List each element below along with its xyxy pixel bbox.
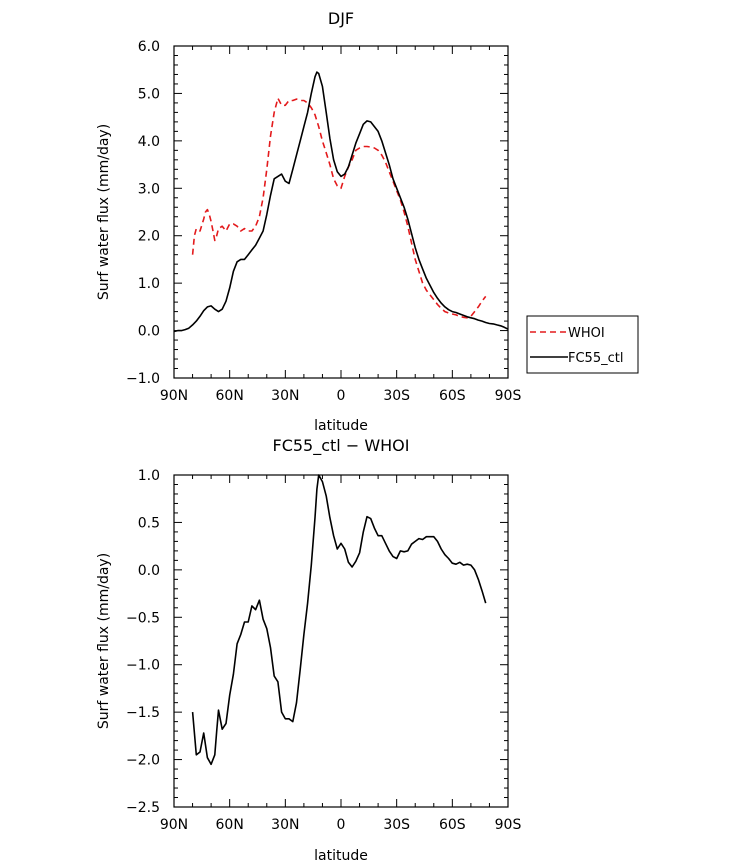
series-layer — [191, 474, 487, 766]
x-axis-label: latitude — [314, 418, 368, 434]
y-tick-label: −2.0 — [126, 753, 160, 769]
y-tick-label: 0.0 — [138, 563, 160, 579]
series-line-whoi — [191, 97, 487, 319]
legend-label-fc55: FC55_ctl — [568, 351, 623, 366]
y-tick-label: 1.0 — [138, 468, 160, 484]
x-tick-label: 90S — [495, 817, 522, 833]
y-tick-label: −1.0 — [126, 371, 160, 387]
series-layer — [173, 71, 509, 333]
legend-box — [526, 315, 639, 374]
legend-label-whoi: WHOI — [568, 326, 605, 341]
x-tick-label: 90N — [160, 388, 188, 404]
y-axis-label: Surf water flux (mm/day) — [96, 124, 112, 300]
x-tick-label: 60N — [216, 817, 244, 833]
y-tick-label: 5.0 — [138, 86, 160, 102]
series-line-fc55-ctl-whoi — [191, 474, 487, 766]
chart-djf: DJF 90N 60N 30N 0 30S 60S 90S −1.0 0.0 1.0 2.0 3.0 4… — [96, 9, 639, 434]
y-tick-label: −2.5 — [126, 800, 160, 816]
x-tick-label: 30N — [271, 388, 299, 404]
series-line-fc55-ctl — [173, 71, 509, 333]
x-tick-label: 30S — [383, 817, 410, 833]
y-tick-label: 0.0 — [138, 324, 160, 340]
chart-title: FC55_ctl − WHOI — [273, 436, 410, 456]
x-tick-label: 60S — [439, 817, 466, 833]
y-tick-label: 3.0 — [138, 181, 160, 197]
y-axis-label: Surf water flux (mm/day) — [96, 553, 112, 729]
x-axis-label: latitude — [314, 848, 368, 864]
chart-difference: FC55_ctl − WHOI 90N 60N 30N 0 30S 60S 90S −2.5 −… — [96, 436, 521, 864]
x-tick-label: 90S — [495, 388, 522, 404]
y-tick-label: −0.5 — [126, 610, 160, 626]
plot-frame — [173, 45, 509, 379]
chart-title: DJF — [328, 9, 354, 28]
y-tick-label: 4.0 — [138, 134, 160, 150]
axis-ticks: 90N 60N 30N 0 30S 60S 90S −2.5 −2.0 −1.5 −1.0 −0.5 0… — [126, 468, 521, 833]
x-tick-label: 30S — [383, 388, 410, 404]
y-tick-label: 6.0 — [138, 39, 160, 55]
x-tick-label: 0 — [337, 817, 346, 833]
axis-ticks: 90N 60N 30N 0 30S 60S 90S −1.0 0.0 1.0 2.0 3.0 4.0 5.… — [126, 39, 521, 404]
y-tick-label: 2.0 — [138, 229, 160, 245]
x-tick-label: 90N — [160, 817, 188, 833]
y-tick-label: 0.5 — [138, 515, 160, 531]
plot-frame — [173, 474, 509, 808]
x-tick-label: 30N — [271, 817, 299, 833]
x-tick-label: 60N — [216, 388, 244, 404]
x-tick-label: 0 — [337, 388, 346, 404]
y-tick-label: −1.0 — [126, 658, 160, 674]
x-tick-label: 60S — [439, 388, 466, 404]
y-tick-label: −1.5 — [126, 705, 160, 721]
legend: WHOI FC55_ctl — [526, 315, 639, 374]
y-tick-label: 1.0 — [138, 276, 160, 292]
